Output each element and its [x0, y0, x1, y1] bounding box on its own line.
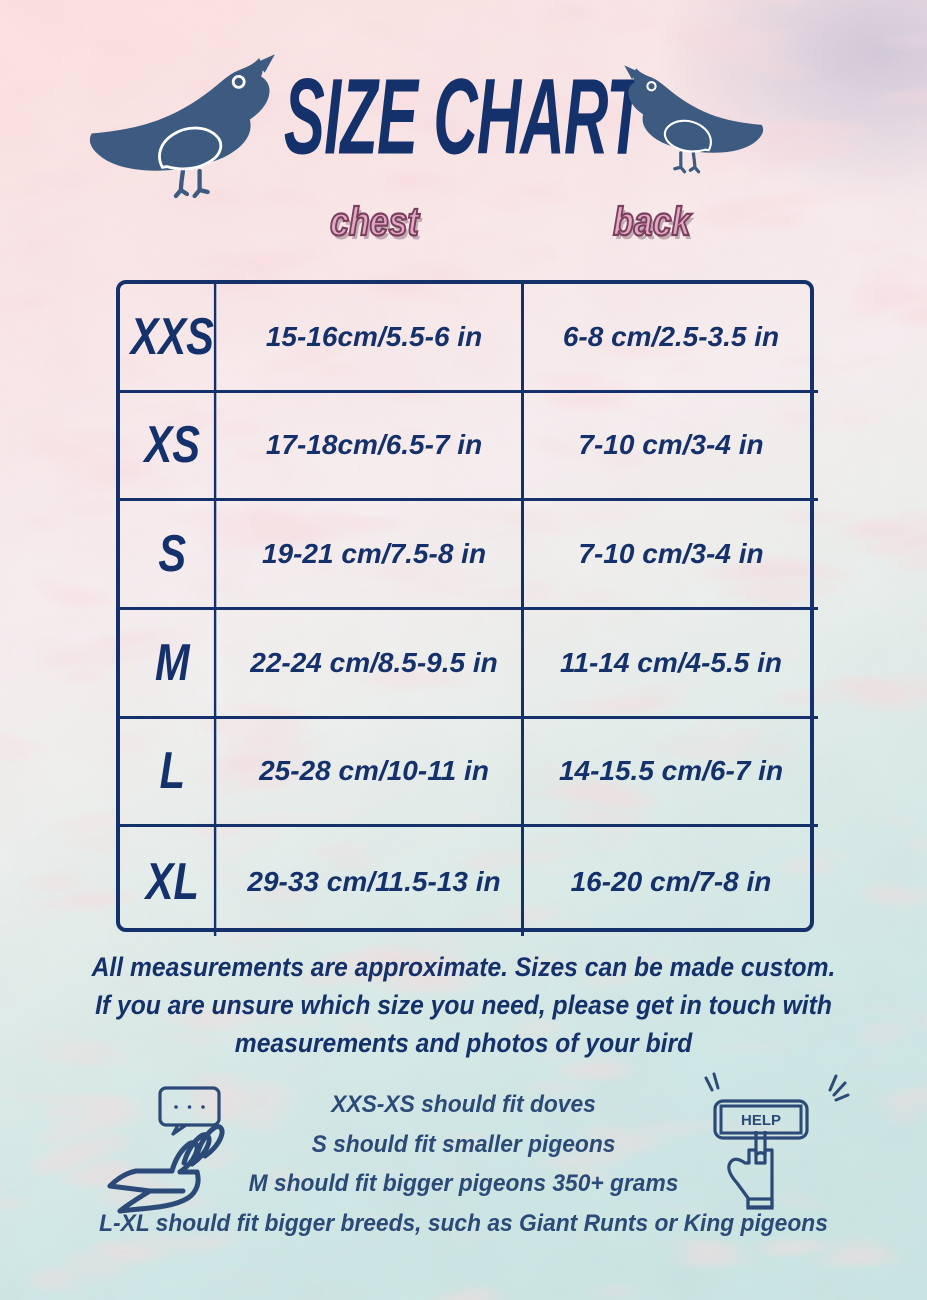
svg-text:HELP: HELP	[741, 1112, 781, 1129]
